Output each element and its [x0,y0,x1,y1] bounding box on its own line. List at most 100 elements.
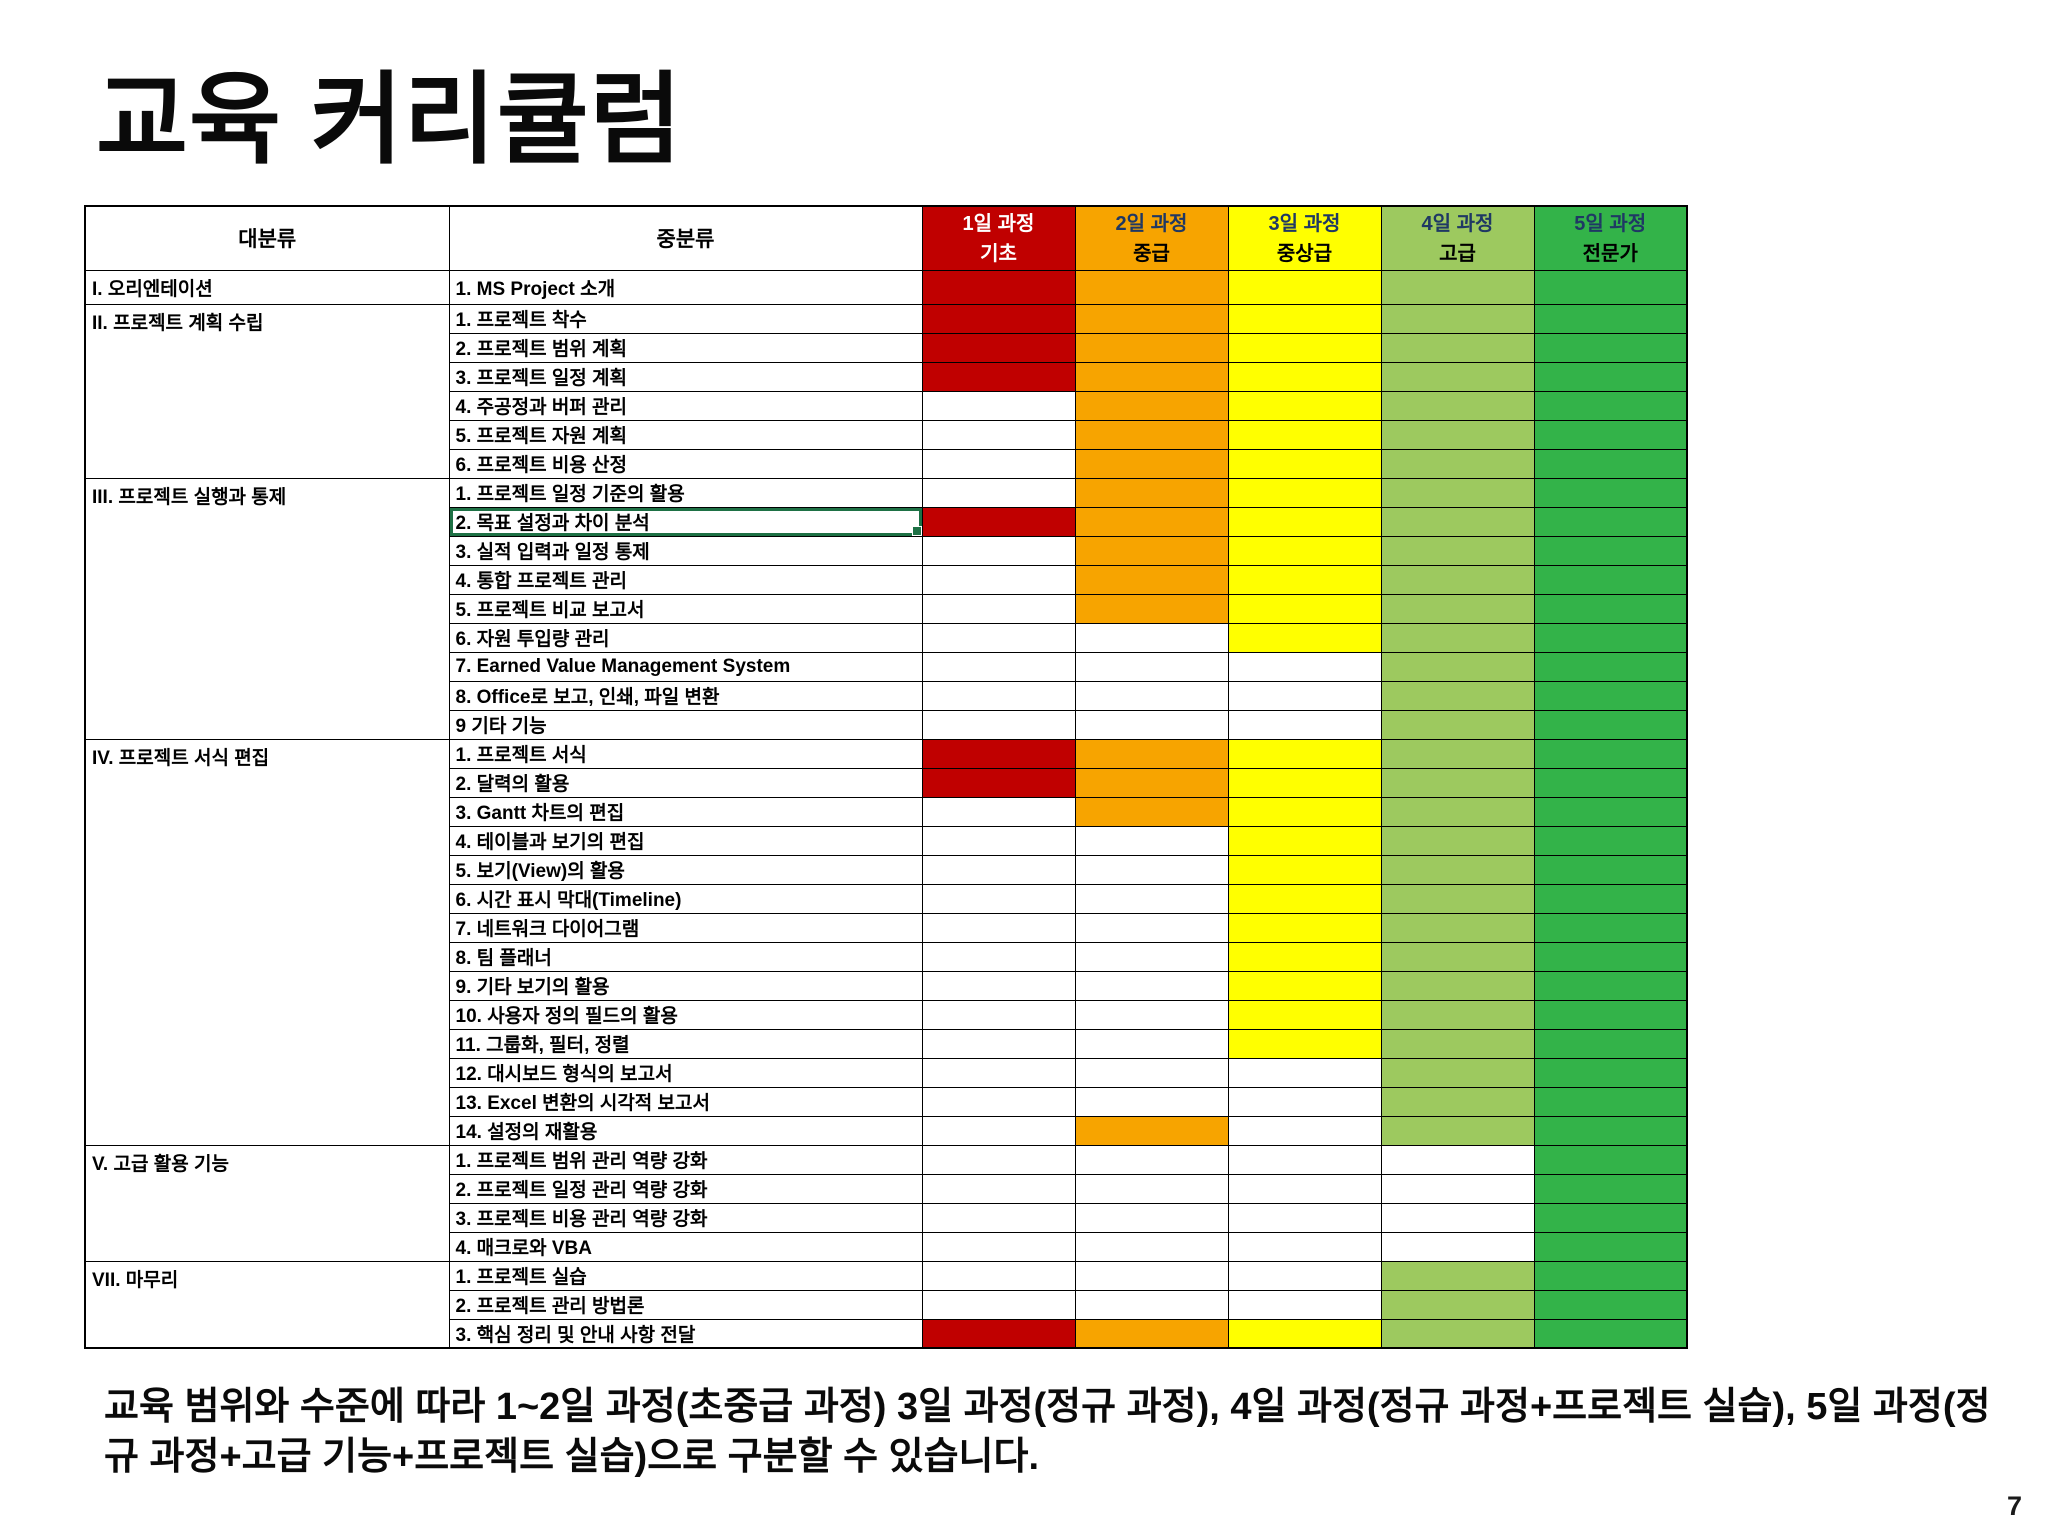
table-row: 3. 프로젝트 비용 관리 역량 강화 [85,1202,1688,1233]
course-cell [1074,1202,1229,1233]
topic-cell: 14. 설정의 재활용 [448,1115,923,1146]
course-cell [1227,912,1382,943]
topic-cell: 5. 프로젝트 자원 계획 [448,419,923,450]
table-row: IV. 프로젝트 서식 편집 1. 프로젝트 서식 [84,738,1688,1146]
course-cell [1074,883,1229,914]
course-cell [1533,269,1688,305]
table-row: 9. 기타 보기의 활용 [85,970,1688,1001]
course-cell [1533,767,1688,798]
course-cell [1227,883,1382,914]
course-cell [921,477,1076,508]
course-cell [921,419,1076,450]
course-cell [1074,1173,1229,1204]
course-cell [1074,796,1229,827]
course-cell [1227,448,1382,479]
course-cell [1227,970,1382,1001]
category-cell: I. 오리엔테이션 [84,269,450,305]
course-cell [1074,419,1229,450]
course-cell [1380,709,1535,740]
course-cell [1227,564,1382,595]
table-row: 8. 팀 플래너 [85,941,1688,972]
table-row: III. 프로젝트 실행과 통제 1. 프로젝트 일정 기준의 활용 [84,477,1688,740]
course-cell [1380,564,1535,595]
course-cell [921,651,1076,682]
course-cell [1533,970,1688,1001]
topic-cell: 4. 매크로와 VBA [448,1231,923,1262]
course-cell [921,1144,1076,1175]
course-cell [1533,999,1688,1030]
course-cell [921,999,1076,1030]
course-cell [1227,767,1382,798]
course-days-label: 4일 과정 [1421,213,1494,236]
course-cell [1380,767,1535,798]
course-cell [1227,651,1382,682]
course-cell [1533,796,1688,827]
table-row: 6. 프로젝트 비용 산정 [85,448,1688,479]
table-row: 8. Office로 보고, 인쇄, 파일 변환 [85,680,1688,711]
course-cell [1227,1086,1382,1117]
course-cell [1074,999,1229,1030]
topic-cell: 7. 네트워크 다이어그램 [448,912,923,943]
table-row: 5. 보기(View)의 활용 [85,854,1688,885]
course-cell [1533,535,1688,566]
course-level-label: 고급 [1439,243,1476,266]
course-cell [1533,361,1688,392]
table-row: 2. 목표 설정과 차이 분석 [85,506,1688,537]
course-cell [1380,1057,1535,1088]
topic-cell: 2. 프로젝트 일정 관리 역량 강화 [448,1173,923,1204]
course-cell [1227,390,1382,421]
course-cell [1533,564,1688,595]
course-days-label: 3일 과정 [1268,213,1341,236]
course-cell [921,709,1076,740]
course-cell [921,912,1076,943]
course-cell [1227,1231,1382,1262]
course-cell [1380,1086,1535,1117]
table-row: 3. 핵심 정리 및 안내 사항 전달 [85,1318,1688,1349]
course-cell [1227,593,1382,624]
course-cell [1074,1115,1229,1146]
topic-cell: 6. 자원 투입량 관리 [448,622,923,653]
course-cell [1227,1028,1382,1059]
course-cell [921,448,1076,479]
course-cell [1380,535,1535,566]
course-cell [1074,1144,1229,1175]
course-cell [1074,767,1229,798]
table-row: 7. 네트워크 다이어그램 [85,912,1688,943]
table-row: 7. Earned Value Management System [85,651,1688,682]
course-cell [1533,1028,1688,1059]
course-cell [1074,1057,1229,1088]
course-cell [921,1260,1076,1291]
table-row: 3. 프로젝트 일정 계획 [85,361,1688,392]
course-cell [1380,1318,1535,1349]
course-cell [1533,448,1688,479]
course-cell [1533,1318,1688,1349]
course-cell [921,1289,1076,1320]
course-cell [1074,269,1229,305]
topic-cell: 6. 프로젝트 비용 산정 [448,448,923,479]
course-cell [1533,825,1688,856]
course-cell [1380,332,1535,363]
course-cell [1074,738,1229,769]
course-cell [1380,1173,1535,1204]
course-cell [1380,1144,1535,1175]
table-row: 2. 프로젝트 관리 방법론 [85,1289,1688,1320]
course-cell [1074,622,1229,653]
course-cell [1074,941,1229,972]
header-row: 대분류 중분류 1일 과정 기초 2일 과정 중급 3일 과정 중상급 4일 과정 고급 5일 과정… [84,205,1688,271]
course-cell [1227,738,1382,769]
course-cell [1227,796,1382,827]
table-row: 4. 매크로와 VBA [85,1231,1688,1262]
table-body: I. 오리엔테이션 1. MS Project 소개 II. 프로젝트 계획 수립 1… [84,269,1688,1349]
course-cell [921,941,1076,972]
topic-cell: 12. 대시보드 형식의 보고서 [448,1057,923,1088]
table-row: 4. 테이블과 보기의 편집 [85,825,1688,856]
course-cell [1227,680,1382,711]
topic-cell: 8. Office로 보고, 인쇄, 파일 변환 [448,680,923,711]
header-course-2: 2일 과정 중급 [1074,205,1229,271]
course-cell [1380,477,1535,508]
course-cell [1380,970,1535,1001]
course-cell [1074,1086,1229,1117]
table-row: V. 고급 활용 기능 1. 프로젝트 범위 관리 역량 강화 [84,1144,1688,1262]
course-cell [1074,593,1229,624]
